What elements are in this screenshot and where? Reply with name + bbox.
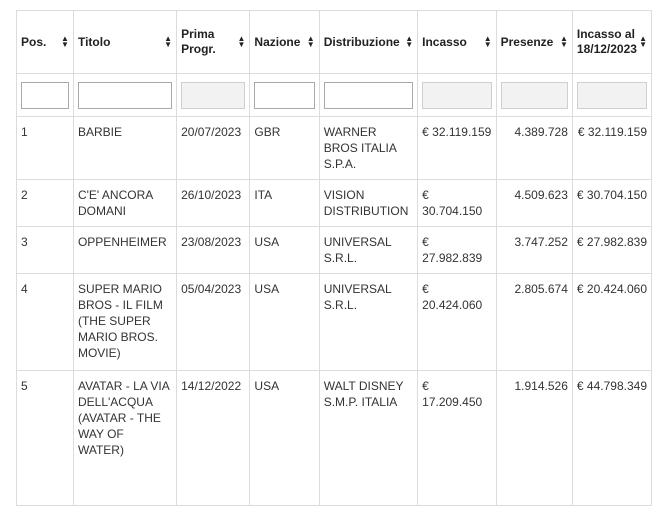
cell-pos: 1 [16,116,74,180]
cell-incasso-al: € 32.119.159 [571,116,652,180]
column-header-titolo[interactable]: Titolo ▲ ▼ [72,10,178,74]
sort-icon[interactable]: ▲ ▼ [306,34,315,49]
filter-incasso-al-input [576,81,647,109]
column-header-label: 18/12/2023 [576,42,637,56]
column-header-label: Presenze [500,34,554,49]
cell-nazione: GBR [249,116,320,180]
cell-titolo: BARBIE [72,116,178,180]
column-header-label: Prima [181,27,215,41]
sort-icon[interactable]: ▲ ▼ [61,34,69,49]
cell-incasso: € 30.704.150 [417,179,497,227]
cell-distribuzione: UNIVERSAL S.R.L. [318,226,419,274]
cell-distribuzione: WALT DISNEY S.M.P. ITALIA [318,370,419,506]
filter-pos-input[interactable] [21,81,69,109]
cell-incasso: € 20.424.060 [417,273,497,371]
column-header-label: Nazione [254,34,301,49]
sort-icon[interactable]: ▲ ▼ [639,34,647,49]
sort-icon[interactable]: ▲ ▼ [483,34,492,49]
column-header-presenze[interactable]: Presenze ▲ ▼ [495,10,573,74]
cell-titolo: C'E' ANCORA DOMANI [72,179,178,227]
cell-presenze: 3.747.252 [495,226,573,274]
column-header-label: Distribuzione [323,34,400,49]
cell-distribuzione: WARNER BROS ITALIA S.P.A. [318,116,419,180]
cell-incasso: € 32.119.159 [417,116,497,180]
column-header-label: Progr. [181,42,216,56]
table-row: 5 AVATAR - LA VIA DELL'ACQUA (AVATAR - T… [16,370,652,506]
column-header-incasso[interactable]: Incasso ▲ ▼ [417,10,497,74]
cell-prima: 23/08/2023 [176,226,251,274]
column-header-incasso-al[interactable]: Incasso al 18/12/2023 ▲ ▼ [571,10,652,74]
box-office-table: Pos. ▲ ▼ Titolo ▲ ▼ Prima Progr. ▲ ▼ Nazion… [16,10,652,506]
header-row: Pos. ▲ ▼ Titolo ▲ ▼ Prima Progr. ▲ ▼ Nazion… [16,10,652,74]
column-header-label: Incasso [422,34,467,49]
cell-titolo: AVATAR - LA VIA DELL'ACQUA (AVATAR - THE… [72,370,178,506]
filter-cell [72,73,178,117]
filter-cell [318,73,419,117]
filter-cell [176,73,251,117]
cell-nazione: USA [249,370,320,506]
cell-titolo: SUPER MARIO BROS - IL FILM (THE SUPER MA… [72,273,178,371]
cell-incasso-al: € 20.424.060 [571,273,652,371]
cell-titolo: OPPENHEIMER [72,226,178,274]
cell-presenze: 1.914.526 [495,370,573,506]
cell-pos: 3 [16,226,74,274]
column-header-distribuzione[interactable]: Distribuzione ▲ ▼ [318,10,419,74]
filter-presenze-input [500,81,568,109]
sort-icon[interactable]: ▲ ▼ [559,34,568,49]
cell-presenze: 4.389.728 [495,116,573,180]
filter-cell [571,73,652,117]
table-row: 4 SUPER MARIO BROS - IL FILM (THE SUPER … [16,273,652,371]
cell-presenze: 4.509.623 [495,179,573,227]
column-header-label: Titolo [77,34,111,49]
sort-icon[interactable]: ▲ ▼ [164,34,173,49]
cell-presenze: 2.805.674 [495,273,573,371]
cell-prima: 05/04/2023 [176,273,251,371]
cell-pos: 4 [16,273,74,371]
cell-prima: 26/10/2023 [176,179,251,227]
cell-incasso: € 27.982.839 [417,226,497,274]
table-row: 1 BARBIE 20/07/2023 GBR WARNER BROS ITAL… [16,116,652,180]
cell-incasso-al: € 44.798.349 [571,370,652,506]
column-header-nazione[interactable]: Nazione ▲ ▼ [249,10,320,74]
column-header-pos[interactable]: Pos. ▲ ▼ [16,10,74,74]
filter-prima-input [181,81,246,109]
filter-titolo-input[interactable] [77,81,173,109]
cell-distribuzione: UNIVERSAL S.R.L. [318,273,419,371]
filter-incasso-input [422,81,492,109]
filter-cell [417,73,497,117]
table-row: 2 C'E' ANCORA DOMANI 26/10/2023 ITA VISI… [16,179,652,227]
filter-row [16,73,652,117]
cell-distribuzione: VISION DISTRIBUTION [318,179,419,227]
column-header-label: Incasso al [576,27,635,41]
column-header-label: Pos. [21,34,47,49]
cell-incasso: € 17.209.450 [417,370,497,506]
cell-nazione: USA [249,226,320,274]
filter-distribuzione-input[interactable] [323,81,414,109]
filter-nazione-input[interactable] [254,81,315,109]
cell-pos: 2 [16,179,74,227]
sort-icon[interactable]: ▲ ▼ [405,34,414,49]
filter-cell [16,73,74,117]
cell-prima: 20/07/2023 [176,116,251,180]
cell-nazione: USA [249,273,320,371]
filter-cell [249,73,320,117]
cell-incasso-al: € 30.704.150 [571,179,652,227]
cell-nazione: ITA [249,179,320,227]
cell-incasso-al: € 27.982.839 [571,226,652,274]
table-row: 3 OPPENHEIMER 23/08/2023 USA UNIVERSAL S… [16,226,652,274]
column-header-prima-progr[interactable]: Prima Progr. ▲ ▼ [176,10,251,74]
cell-pos: 5 [16,370,74,506]
cell-prima: 14/12/2022 [176,370,251,506]
sort-icon[interactable]: ▲ ▼ [237,34,246,49]
filter-cell [495,73,573,117]
